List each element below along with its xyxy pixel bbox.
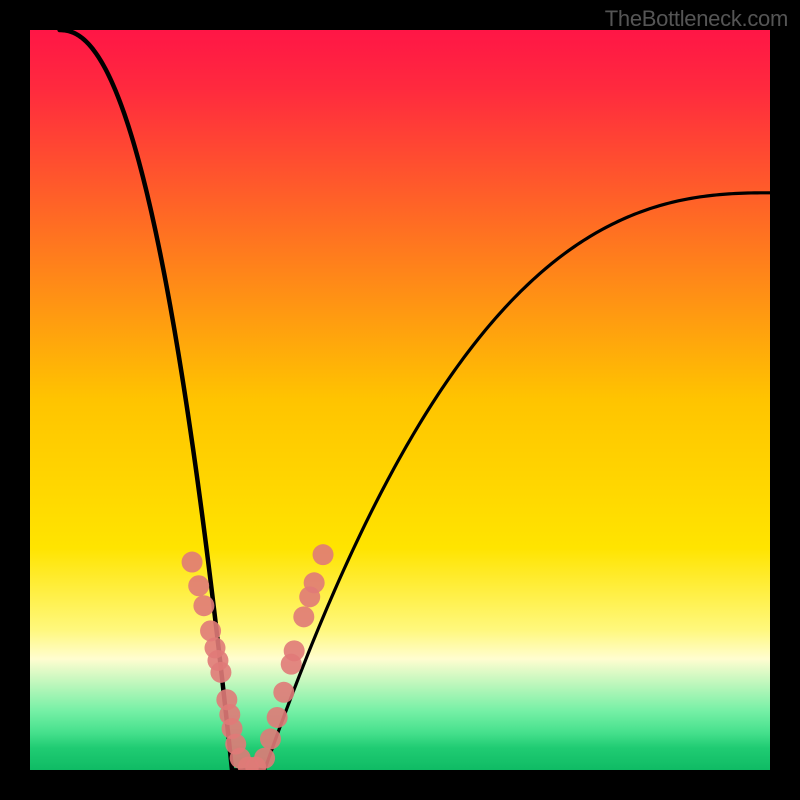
marker-point <box>193 595 214 616</box>
marker-point <box>254 748 275 769</box>
marker-point <box>182 552 203 573</box>
marker-point <box>313 544 334 565</box>
marker-point <box>293 606 314 627</box>
marker-point <box>273 682 294 703</box>
marker-point <box>188 575 209 596</box>
chart-container: TheBottleneck.com <box>0 0 800 800</box>
marker-point <box>267 707 288 728</box>
watermark-text: TheBottleneck.com <box>605 6 788 32</box>
marker-point <box>260 728 281 749</box>
chart-svg <box>0 0 800 800</box>
marker-point <box>210 662 231 683</box>
marker-point <box>284 640 305 661</box>
marker-point <box>304 572 325 593</box>
plot-area <box>30 30 770 770</box>
